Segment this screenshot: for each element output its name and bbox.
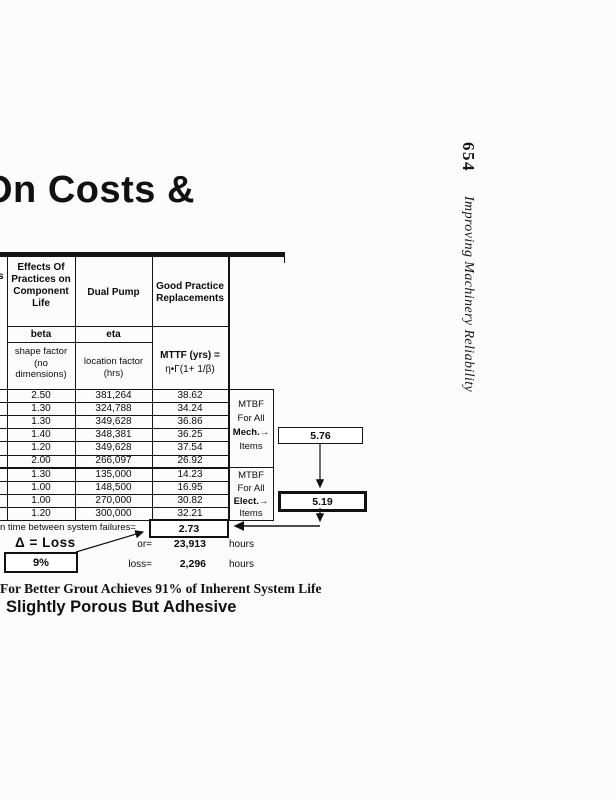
- table-right-tick: [283, 252, 285, 263]
- cell-eta: 349,628: [95, 442, 132, 453]
- table-row: 1.00 270,000 30.82: [0, 495, 280, 508]
- cell-beta: 1.00: [31, 481, 51, 493]
- cell-beta: 2.00: [31, 455, 51, 466]
- table-row: 1.20 300,000 32.21: [0, 508, 280, 521]
- cell-mttf: 14.23: [177, 469, 203, 480]
- cell-mttf: 36.25: [177, 429, 203, 440]
- row-line: [0, 428, 229, 430]
- table-vline-a-b: [75, 252, 77, 520]
- cell-eta: 135,000: [95, 469, 132, 480]
- cropped-column-fragment: s: [0, 271, 4, 282]
- system-mtbf-value-box: 2.73: [149, 519, 229, 538]
- cell-eta: 381,264: [95, 390, 132, 401]
- table-vline-b-c: [152, 252, 154, 520]
- cell-beta: 1.20: [31, 442, 51, 453]
- table-vline-left: [7, 252, 9, 520]
- header-location-factor: location factor (hrs): [83, 356, 144, 379]
- mtbf-mech-label-3: Mech.→: [232, 427, 270, 438]
- loss-value: 2,296: [179, 558, 206, 570]
- cell-eta: 324,788: [95, 403, 132, 414]
- table-vline-c-right: [228, 252, 230, 520]
- loss-label: loss=: [128, 559, 152, 570]
- cell-eta: 348,381: [95, 429, 132, 440]
- table-row: 2.00 266,097 26.92: [0, 455, 280, 468]
- cell-beta: 1.40: [31, 429, 51, 440]
- table-row: 1.40 348,381 36.25: [0, 429, 280, 442]
- page-title: On Costs &: [0, 169, 195, 211]
- header-eta: eta: [106, 329, 121, 340]
- row-line: [0, 506, 229, 508]
- table-row: 1.20 349,628 37.54: [0, 442, 280, 455]
- cell-mttf: 38.62: [177, 390, 203, 401]
- row-line: [0, 454, 229, 456]
- header-good-practice: Good Practice Replacements: [156, 281, 224, 304]
- table-row: 1.00 148,500 16.95: [0, 482, 280, 495]
- row-line-heavy: [0, 467, 229, 470]
- header-dual-pump: Dual Pump: [87, 287, 140, 298]
- system-mtbf-label: n time between system failures=: [0, 522, 136, 533]
- cell-eta: 148,500: [95, 481, 132, 493]
- mtbf-elect-value-box: 5.19: [278, 491, 367, 512]
- mtbf-elect-label-4: Items: [239, 508, 263, 519]
- mtbf-mech-label-4: Items: [239, 441, 263, 452]
- loss-unit: hours: [229, 559, 255, 570]
- table-bottom-border: [0, 519, 152, 521]
- row-line: [0, 441, 229, 443]
- table-hline-beta-eta: [7, 341, 153, 343]
- cell-eta: 270,000: [95, 494, 132, 506]
- cell-mttf: 16.95: [177, 481, 203, 493]
- header-beta: beta: [30, 329, 52, 340]
- mtbf-elect-label-3: Elect.→: [233, 495, 269, 507]
- mtbf-mech-label-2: For All: [237, 413, 265, 424]
- cell-eta: 266,097: [95, 455, 132, 466]
- running-title: Improving Machinery Reliability: [461, 196, 476, 393]
- table-row: 1.30 349,628 36.86: [0, 416, 280, 429]
- cell-mttf: 30.82: [177, 494, 203, 506]
- or-unit: hours: [229, 539, 255, 550]
- mtbf-elect-label-2: For All: [237, 483, 265, 494]
- row-line: [0, 493, 229, 495]
- row-line: [0, 415, 229, 417]
- delta-loss-label: Δ = Loss: [15, 535, 76, 550]
- cell-mttf: 37.54: [177, 442, 203, 453]
- table-row: 2.50 381,264 38.62: [0, 390, 280, 403]
- loss-percent-box: 9%: [4, 552, 78, 573]
- header-effects: Effects Of Practices on Component Life: [11, 262, 71, 309]
- mtbf-mech-value-box: 5.76: [278, 427, 363, 444]
- or-label: or=: [137, 539, 152, 550]
- cell-eta: 349,628: [95, 416, 132, 427]
- header-shape-factor: shape factor (no dimensions): [14, 346, 68, 380]
- header-mttf-formula-2: η•Γ(1+ 1/β): [165, 364, 215, 375]
- footer-bold-note: Slightly Porous But Adhesive: [6, 598, 237, 616]
- cell-mttf: 32.21: [177, 507, 203, 519]
- or-value: 23,913: [173, 538, 206, 550]
- cell-mttf: 34.24: [177, 403, 203, 414]
- cell-beta: 1.00: [31, 494, 51, 506]
- cell-beta: 1.30: [31, 403, 51, 414]
- mtbf-elect-cell: [228, 467, 274, 521]
- cell-mttf: 36.86: [177, 416, 203, 427]
- table-hline-data-top: [0, 389, 229, 391]
- cell-beta: 1.20: [31, 507, 51, 519]
- footer-serif-note: For Better Grout Achieves 91% of Inheren…: [0, 581, 322, 596]
- cell-beta: 1.30: [31, 469, 51, 480]
- table-hline-header: [7, 326, 229, 328]
- cell-beta: 1.30: [31, 416, 51, 427]
- page-number: 654: [459, 142, 478, 172]
- row-line: [0, 480, 229, 482]
- mtbf-elect-label-1: MTBF: [238, 470, 264, 481]
- table-row: 1.30 324,788 34.24: [0, 403, 280, 416]
- table-row: 1.30 135,000 14.23: [0, 469, 280, 482]
- table-top-border: [0, 252, 285, 257]
- mtbf-mech-label-1: MTBF: [238, 399, 264, 410]
- cell-eta: 300,000: [95, 507, 132, 519]
- header-mttf-formula-1: MTTF (yrs) =: [160, 350, 220, 361]
- cell-beta: 2.50: [31, 390, 51, 401]
- row-line: [0, 402, 229, 404]
- cell-mttf: 26.92: [177, 455, 203, 466]
